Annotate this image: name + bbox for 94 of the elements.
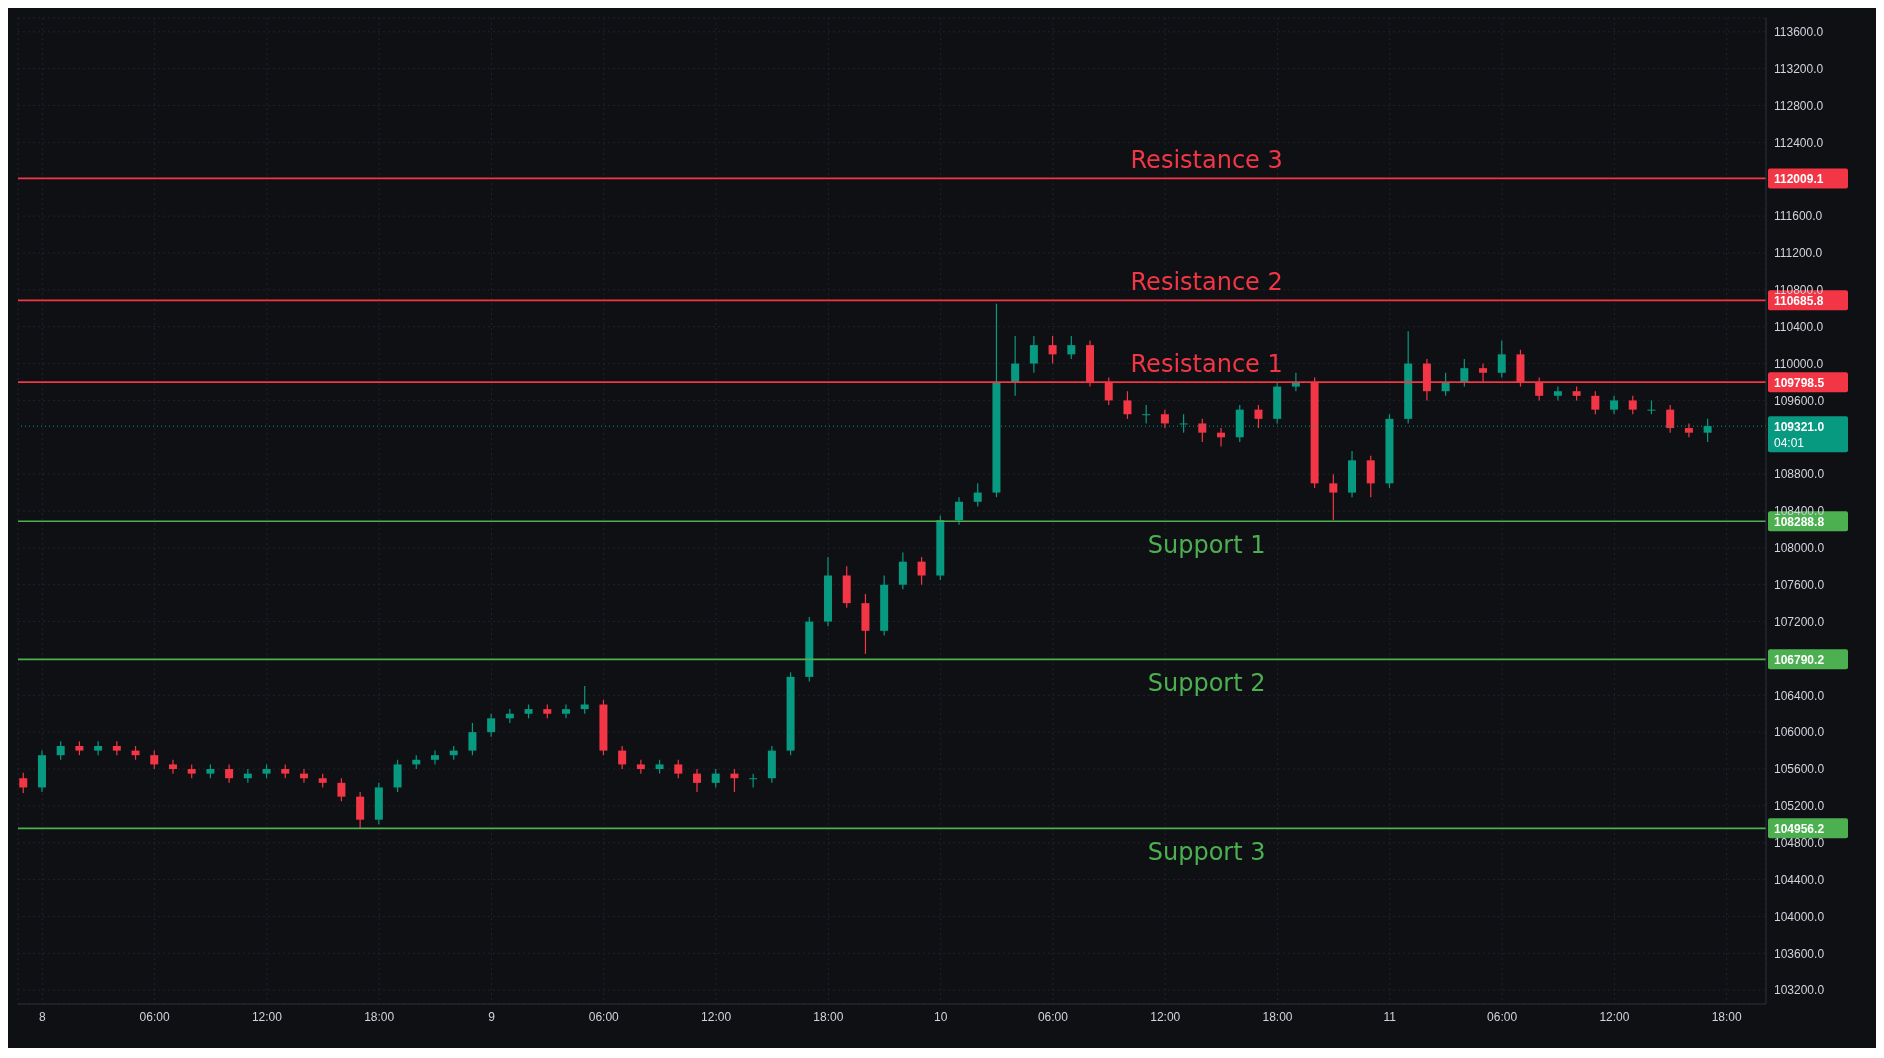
candlestick [1628, 395, 1637, 415]
text: 110685.8 [1774, 294, 1824, 309]
y-tick-label: 105600.0 [1774, 762, 1825, 777]
text: 04:01 [1774, 436, 1805, 451]
candlestick [150, 749, 159, 770]
x-tick-label: 12:00 [251, 1009, 283, 1024]
y-tick-label: 110000.0 [1774, 356, 1824, 371]
y-tick-label: 106400.0 [1774, 688, 1825, 703]
y-tick-label: 105200.0 [1774, 799, 1825, 814]
y-tick-label: 109600.0 [1774, 393, 1825, 408]
text: 109798.5 [1774, 376, 1825, 391]
y-tick-label: 113200.0 [1774, 61, 1824, 76]
x-tick-label: 12:00 [1150, 1009, 1181, 1024]
candlestick [1684, 422, 1693, 438]
y-tick-label: 112800.0 [1774, 98, 1824, 113]
candlestick [94, 740, 103, 756]
candlestick [393, 759, 402, 793]
y-tick-label: 104000.0 [1774, 909, 1825, 924]
x-tick-label: 18:00 [1262, 1009, 1293, 1024]
candlestick [1048, 335, 1057, 365]
candlestick [636, 759, 645, 775]
y-tick-label: 108800.0 [1774, 467, 1825, 482]
y-tick-label: 103600.0 [1774, 946, 1825, 961]
candlestick [917, 556, 926, 586]
y-tick-label: 110400.0 [1774, 319, 1824, 334]
candlestick [898, 551, 907, 590]
y-tick-label: 104400.0 [1774, 872, 1825, 887]
candlestick [356, 791, 365, 829]
candlestick [562, 703, 570, 719]
y-tick-label: 104800.0 [1774, 836, 1825, 850]
candlestick [1160, 409, 1169, 429]
candlestick [693, 768, 701, 793]
x-tick-label: 12:00 [701, 1009, 732, 1024]
candlestick [618, 745, 627, 770]
x-tick-label: 9 [488, 1009, 496, 1024]
candlestick [1591, 390, 1600, 415]
candlestick [1329, 473, 1338, 521]
x-tick-label: 18:00 [813, 1009, 844, 1024]
ref-line-label: Support 2 [1147, 669, 1266, 698]
candlestick [1254, 404, 1263, 429]
candlestick [1011, 335, 1020, 397]
x-tick-label: 10 [933, 1009, 948, 1024]
candlestick [468, 722, 477, 756]
y-tick-label: 111200.0 [1774, 246, 1823, 261]
ref-line-label: Support 3 [1147, 838, 1266, 867]
candlestick [430, 749, 439, 766]
candlestick [674, 759, 683, 779]
text: 106790.2 [1774, 653, 1825, 668]
candlestick [955, 496, 964, 526]
y-tick-label: 103200.0 [1774, 983, 1825, 998]
candlestick [225, 763, 234, 784]
ref-line-label: Resistance 3 [1130, 146, 1283, 175]
candlestick [487, 713, 496, 738]
y-tick-label: 107200.0 [1774, 614, 1825, 629]
candlestick [1142, 404, 1151, 425]
candlestick [1666, 404, 1675, 434]
candlestick [1610, 395, 1619, 415]
x-tick-label: 18:00 [364, 1009, 395, 1024]
candlestick [1497, 339, 1506, 378]
x-tick-label: 06:00 [588, 1009, 620, 1024]
candlestick [1460, 358, 1469, 388]
candlestick [749, 773, 758, 789]
candlestick [56, 740, 65, 761]
candlestick [1366, 455, 1375, 498]
y-tick-label: 113600.0 [1774, 25, 1824, 40]
text: 112009.1 [1774, 172, 1824, 187]
y-tick-label: 108000.0 [1774, 541, 1825, 556]
x-tick-label: 8 [38, 1009, 46, 1024]
candlestick [337, 777, 346, 802]
text: 109321.0 [1774, 420, 1825, 435]
candlestick [168, 759, 177, 775]
candlestick [1123, 390, 1132, 420]
candlestick [1198, 418, 1207, 443]
x-tick-label: 06:00 [139, 1009, 170, 1024]
text: 104956.2 [1774, 822, 1825, 837]
y-tick-label: 106000.0 [1774, 725, 1825, 740]
x-tick-label: 11 [1383, 1009, 1397, 1024]
ref-line-label: Resistance 1 [1130, 350, 1283, 379]
candlestick [711, 768, 720, 789]
y-tick-label: 111600.0 [1774, 209, 1823, 224]
candlestick [1553, 386, 1562, 402]
x-tick-label: 06:00 [1037, 1009, 1069, 1024]
text: 108288.8 [1774, 515, 1825, 530]
x-tick-label: 06:00 [1487, 1009, 1518, 1024]
candlestick [19, 772, 28, 794]
x-tick-label: 18:00 [1711, 1009, 1743, 1024]
x-tick-label: 12:00 [1599, 1009, 1630, 1024]
candlestick [1029, 335, 1038, 374]
ref-line-label: Support 1 [1147, 531, 1266, 560]
candlestick [973, 482, 982, 507]
candlestick [1067, 335, 1076, 360]
y-tick-label: 107600.0 [1774, 577, 1825, 592]
y-tick-label: 112400.0 [1774, 135, 1824, 150]
ref-line-label: Resistance 2 [1130, 268, 1283, 297]
